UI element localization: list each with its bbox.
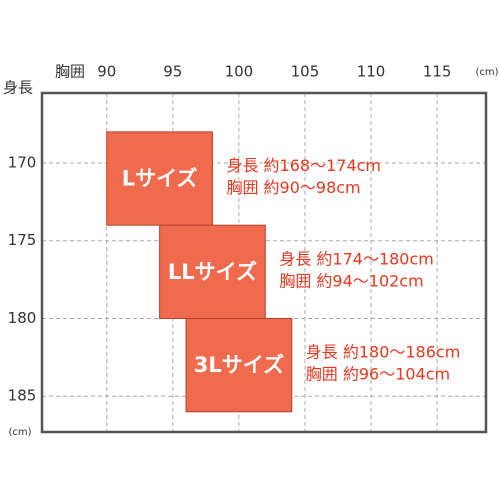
y-tick-label: 180 xyxy=(8,309,37,327)
x-tick-label: 110 xyxy=(357,63,386,81)
height-label: 身長 約174～180cm xyxy=(279,249,434,268)
x-unit: (cm) xyxy=(475,67,498,78)
height-label: 身長 約180～186cm xyxy=(306,343,461,362)
y-tick-label: 175 xyxy=(8,231,37,249)
x-tick-label: 100 xyxy=(225,63,254,81)
size-name: Lサイズ xyxy=(122,167,198,191)
chest-label: 胸囲 約90～98cm xyxy=(226,178,360,197)
x-tick-label: 115 xyxy=(423,63,452,81)
size-box xyxy=(159,224,266,319)
y-tick-label: 185 xyxy=(8,387,37,405)
chest-label: 胸囲 約94～102cm xyxy=(279,271,423,290)
y-tick-label: 170 xyxy=(8,153,37,171)
y-unit: (cm) xyxy=(8,427,31,438)
x-tick-label: 105 xyxy=(291,63,320,81)
x-tick-label: 95 xyxy=(163,63,182,81)
chest-label: 胸囲 約96～104cm xyxy=(306,365,450,384)
plot-frame xyxy=(40,91,488,434)
x-tick-label: 90 xyxy=(97,63,116,81)
size-box xyxy=(185,317,293,413)
size-name: 3Lサイズ xyxy=(194,353,284,377)
size-box xyxy=(106,131,213,226)
height-label: 身長 約168～174cm xyxy=(226,156,381,175)
y-axis-label: 身長 xyxy=(3,79,33,97)
x-axis-label: 胸囲 xyxy=(55,63,85,81)
size-name: LLサイズ xyxy=(168,260,257,284)
